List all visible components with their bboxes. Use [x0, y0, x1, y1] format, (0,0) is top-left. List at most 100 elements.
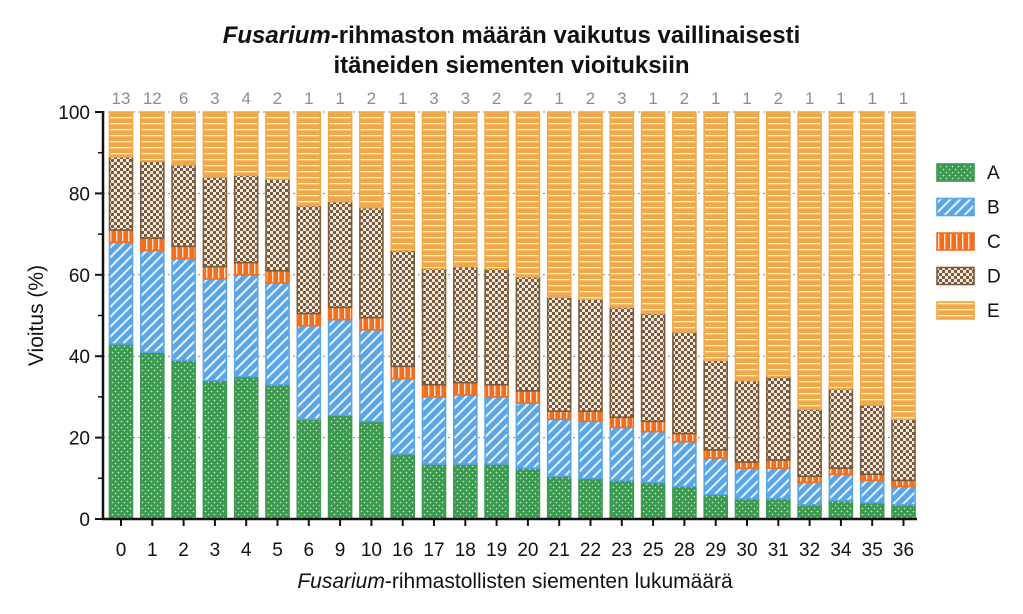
bar-segment-B-3: [202, 278, 228, 382]
bar-segment-E-22: [578, 111, 603, 301]
bar-segment-A-5: [265, 383, 290, 520]
x-tick-label: 6: [304, 540, 315, 561]
bar-segment-B-1: [140, 249, 165, 353]
x-tick-label: 5: [272, 540, 283, 561]
bar-segment-C-21: [546, 410, 572, 421]
bar-segment-E-21: [546, 111, 572, 298]
count-label: 1: [398, 89, 407, 108]
x-tick-label: 21: [549, 540, 570, 561]
legend-swatch-A: [936, 163, 975, 182]
count-label: 1: [648, 89, 657, 108]
count-label: 3: [429, 89, 438, 108]
bar-segment-D-19: [484, 267, 509, 386]
y-axis-label: Vioitus (%): [25, 265, 48, 366]
legend-label-A: A: [987, 163, 1000, 184]
count-label: 2: [367, 89, 376, 108]
bar-segment-A-21: [546, 475, 572, 520]
legend-swatch-D: [936, 266, 975, 286]
bar-segment-D-35: [859, 404, 885, 476]
bar-segment-A-10: [359, 420, 384, 520]
bar-segment-D-34: [828, 387, 854, 469]
count-label: 1: [805, 89, 814, 108]
bar-segment-B-36: [891, 485, 916, 506]
bar-segment-C-32: [797, 475, 822, 484]
bar-segment-A-16: [390, 453, 416, 520]
bar-segment-D-30: [734, 379, 760, 463]
count-label: 13: [112, 89, 131, 108]
bar-segment-C-0: [108, 229, 134, 244]
bar-segment-E-23: [609, 111, 635, 309]
bar-segment-E-20: [515, 111, 541, 278]
bar-segment-C-3: [202, 265, 228, 280]
x-tick-label: 28: [674, 540, 695, 561]
bar-segment-C-36: [891, 479, 916, 488]
x-tick-label: 35: [862, 540, 883, 561]
x-tick-label: 36: [893, 540, 914, 561]
bar-segment-A-28: [672, 485, 697, 520]
x-tick-label: 1: [147, 540, 158, 561]
count-label: 2: [680, 89, 689, 108]
bar-segment-B-17: [421, 396, 447, 465]
bar-segment-C-20: [515, 389, 541, 404]
bar-segment-D-9: [327, 200, 353, 309]
bar-segment-C-16: [390, 365, 416, 380]
bar-segment-A-3: [202, 379, 228, 520]
legend-swatch-B: [936, 197, 975, 217]
count-label: 6: [179, 89, 188, 108]
bar-segment-D-28: [672, 330, 697, 435]
y-tick-label: 0: [79, 510, 90, 531]
bar-segment-A-25: [640, 481, 666, 520]
bar-segment-D-25: [640, 312, 666, 423]
bar-segment-D-32: [797, 408, 822, 478]
bar-segment-D-5: [265, 178, 290, 272]
x-tick-label: 10: [361, 540, 382, 561]
bar-segment-B-9: [327, 318, 353, 417]
bar-segment-B-35: [859, 479, 885, 504]
bar-segment-A-18: [452, 463, 478, 520]
bar-segment-A-1: [140, 351, 165, 520]
legend-swatch-E: [936, 301, 975, 320]
x-tick-label: 0: [116, 540, 127, 561]
bar-segment-C-2: [171, 245, 196, 260]
bar-segment-A-22: [578, 477, 603, 520]
bar-segment-C-35: [859, 473, 885, 482]
bar-segment-B-31: [765, 467, 791, 500]
bar-segment-E-16: [390, 111, 416, 252]
bar-segment-D-3: [202, 176, 228, 268]
x-tick-label: 2: [178, 540, 189, 561]
bar-segment-E-25: [640, 111, 666, 315]
bar-segment-A-31: [765, 497, 791, 520]
bar-segment-B-23: [609, 426, 635, 482]
bar-segment-B-30: [734, 467, 760, 500]
count-label: 1: [711, 89, 720, 108]
bar-segment-E-3: [202, 111, 228, 178]
x-tick-label: 34: [830, 540, 852, 561]
bar-segment-E-28: [672, 111, 697, 333]
bar-segment-B-28: [672, 440, 697, 488]
bars-layer: [108, 111, 916, 520]
bar-segment-E-35: [859, 111, 885, 406]
count-label: 1: [742, 89, 751, 108]
bar-segment-C-29: [703, 449, 729, 459]
bar-segment-D-36: [891, 418, 916, 482]
legend-label-C: C: [987, 232, 1001, 253]
chart-title-italic: Fusarium: [222, 22, 331, 49]
bar-segment-B-4: [233, 273, 259, 378]
bar-segment-D-0: [108, 155, 134, 231]
bar-segment-A-4: [233, 375, 259, 520]
bar-segment-E-30: [734, 111, 760, 382]
bar-segment-E-19: [484, 111, 509, 270]
legend-label-D: D: [987, 267, 1001, 288]
bar-segment-A-0: [108, 343, 134, 520]
bar-segment-D-6: [296, 204, 322, 315]
bar-segment-C-23: [609, 416, 635, 429]
bar-segment-C-6: [296, 312, 322, 327]
bar-segment-E-10: [359, 111, 384, 209]
y-tick-label: 20: [69, 429, 90, 450]
bar-segment-C-31: [765, 459, 791, 469]
bar-segment-C-9: [327, 306, 353, 321]
x-tick-label: 22: [580, 540, 601, 561]
y-tick-label: 40: [69, 347, 90, 368]
bar-segment-C-19: [484, 383, 509, 398]
